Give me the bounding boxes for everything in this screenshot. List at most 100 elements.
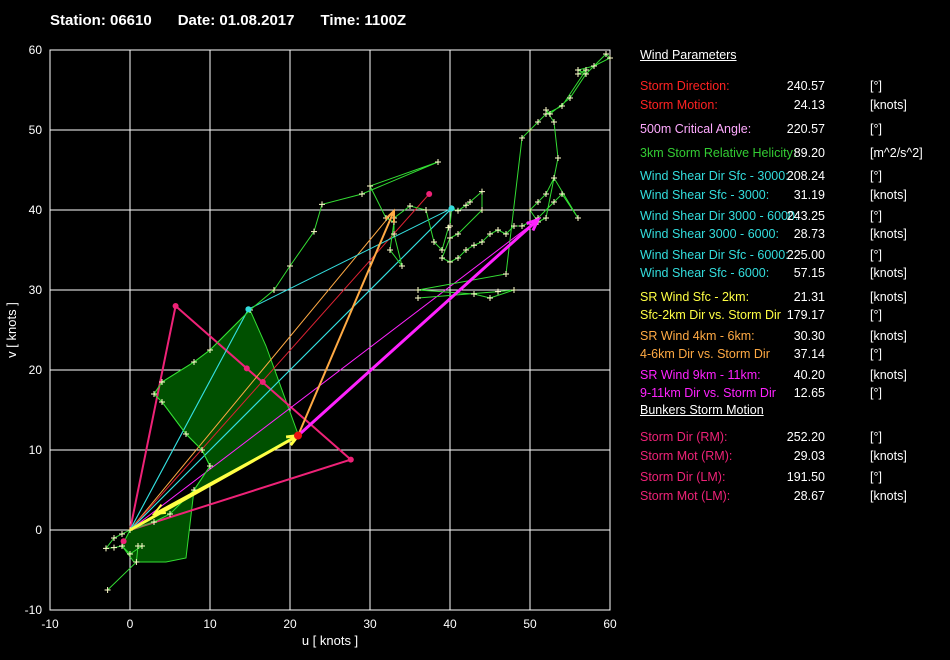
wind-param-unit: [°] xyxy=(870,248,882,262)
wind-param-row: SR Wind Sfc - 2km: 21.31 [knots] xyxy=(640,290,940,306)
wind-param-unit: [°] xyxy=(870,122,882,136)
wind-param-value: 220.57 xyxy=(786,122,825,136)
hodograph-marker xyxy=(519,223,525,229)
hodograph-marker xyxy=(183,431,189,437)
hodograph-marker xyxy=(455,255,461,261)
wind-param-row: Storm Motion: 24.13 [knots] xyxy=(640,98,940,114)
hodograph-marker xyxy=(543,215,549,221)
wind-param-unit: [knots] xyxy=(870,188,907,202)
bunkers-param-label: Storm Mot (LM): xyxy=(640,489,731,503)
hodograph-marker xyxy=(207,463,213,469)
hodograph-marker xyxy=(119,543,125,549)
hodograph-marker xyxy=(319,201,325,208)
hodograph-marker xyxy=(551,199,557,205)
hodograph-marker xyxy=(511,223,517,229)
hodograph-marker xyxy=(479,188,485,195)
hodograph-marker xyxy=(607,55,613,61)
wind-param-unit: [°] xyxy=(870,79,882,93)
time-label: Time: 1100Z xyxy=(320,12,407,29)
sr-wind-4-6km-vector xyxy=(297,210,395,436)
sr-wind-9-11km-vector-head xyxy=(526,217,541,232)
wind-param-value: 28.73 xyxy=(793,227,825,241)
wind-param-label: Sfc-2km Dir vs. Storm Dir xyxy=(640,308,781,322)
wind-param-unit: [°] xyxy=(870,308,882,322)
hodograph-marker xyxy=(439,247,445,253)
bunkers-param-unit: [knots] xyxy=(870,449,907,463)
hodograph-marker xyxy=(455,207,461,214)
hodograph-marker xyxy=(151,391,157,397)
wind-param-unit: [knots] xyxy=(870,98,907,112)
wind-param-unit: [°] xyxy=(870,347,882,361)
shear-line xyxy=(129,308,249,531)
hodograph-marker xyxy=(555,155,561,161)
wind-param-unit: [°] xyxy=(870,169,882,183)
hodograph-marker xyxy=(559,103,565,109)
sr-wind-4-6km-vector-head xyxy=(384,208,396,223)
hodograph-marker xyxy=(271,287,277,293)
shear-line xyxy=(248,207,452,310)
wind-param-row: 500m Critical Angle: 220.57 [°] xyxy=(640,122,940,138)
bunkers-rm-point xyxy=(347,456,354,463)
wind-param-value: 57.15 xyxy=(793,266,825,280)
wind-param-label: 9-11km Dir vs. Storm Dir xyxy=(640,386,776,400)
bunkers-lm-point xyxy=(172,303,179,309)
wind-param-label: 4-6km Dir vs. Storm Dir xyxy=(640,347,770,361)
wind-param-label: Wind Shear Sfc - 6000: xyxy=(640,266,770,280)
wind-param-row: Wind Shear Dir 3000 - 6000: 243.25 [°] xyxy=(640,209,940,225)
chart-header: Station: 06610 Date: 01.08.2017 Time: 1100… xyxy=(50,12,432,29)
hodograph-marker xyxy=(119,531,125,537)
hodograph-marker xyxy=(447,235,453,241)
wind-param-unit: [°] xyxy=(870,386,882,400)
hodograph-marker xyxy=(431,239,437,245)
bunkers-param-row: Storm Dir (RM): 252.20 [°] xyxy=(640,430,940,446)
bunkers-param-value: 252.20 xyxy=(786,430,825,444)
hodograph-marker xyxy=(415,287,421,293)
wind-param-label: Storm Direction: xyxy=(640,79,730,93)
hodograph-marker xyxy=(511,287,517,293)
hodograph-marker xyxy=(479,207,485,213)
hodograph-marker xyxy=(103,545,109,552)
hodograph-marker xyxy=(471,242,477,249)
hodograph-marker xyxy=(455,231,461,237)
hodograph-marker xyxy=(583,67,589,73)
bunkers-param-unit: [°] xyxy=(870,430,882,444)
wind-param-row: 4-6km Dir vs. Storm Dir 37.14 [°] xyxy=(640,347,940,363)
storm-motion-point xyxy=(294,431,302,440)
bunkers-title: Bunkers Storm Motion xyxy=(640,403,764,417)
sr-wind-sfc-2km-vector-head xyxy=(151,503,167,516)
wind-param-value: 40.20 xyxy=(793,368,825,382)
hodograph-marker xyxy=(551,119,557,125)
y-tick-label: 10 xyxy=(29,443,43,457)
y-tick-label: 20 xyxy=(29,363,43,377)
x-tick-label: 10 xyxy=(203,617,217,631)
hodograph-marker xyxy=(551,175,557,181)
wind-param-unit: [°] xyxy=(870,209,882,223)
y-tick-label: 30 xyxy=(29,283,43,297)
hodograph-chart: -10 0 10 20 30 40 50 60 -10 0 10 20 30 40 50 60 u [ knot… xyxy=(4,43,617,648)
y-axis-label: v [ knots ] xyxy=(4,302,19,358)
wind-param-unit: [m^2/s^2] xyxy=(870,146,923,160)
hodograph-marker xyxy=(159,379,165,385)
hodograph-marker xyxy=(503,231,509,237)
hodograph-marker xyxy=(535,199,541,205)
bunkers-param-row: Storm Dir (LM): 191.50 [°] xyxy=(640,470,940,486)
x-tick-label: 0 xyxy=(127,617,134,631)
hodograph-marker xyxy=(503,271,509,277)
hodograph-marker xyxy=(207,347,213,353)
wind-param-row: Wind Shear Sfc - 6000: 57.15 [knots] xyxy=(640,266,940,282)
wind-param-row: Sfc-2km Dir vs. Storm Dir 179.17 [°] xyxy=(640,308,940,324)
hodograph-marker xyxy=(104,587,111,593)
y-tick-label: 60 xyxy=(29,43,43,57)
hodograph-marker xyxy=(543,111,549,117)
wind-param-value: 243.25 xyxy=(786,209,825,223)
wind-param-value: 24.13 xyxy=(793,98,825,112)
layer-mean-line xyxy=(129,210,395,531)
bunkers-param-row: Storm Mot (LM): 28.67 [knots] xyxy=(640,489,940,505)
hodograph-marker xyxy=(567,95,573,101)
station-label: Station: 06610 xyxy=(50,12,152,29)
wind-param-row: Storm Direction: 240.57 [°] xyxy=(640,79,940,95)
wind-param-row: Wind Shear Dir Sfc - 6000: 225.00 [°] xyxy=(640,248,940,264)
bunkers-mean-point xyxy=(243,365,250,372)
hodograph-marker xyxy=(359,191,365,197)
hodograph-marker xyxy=(543,191,549,197)
